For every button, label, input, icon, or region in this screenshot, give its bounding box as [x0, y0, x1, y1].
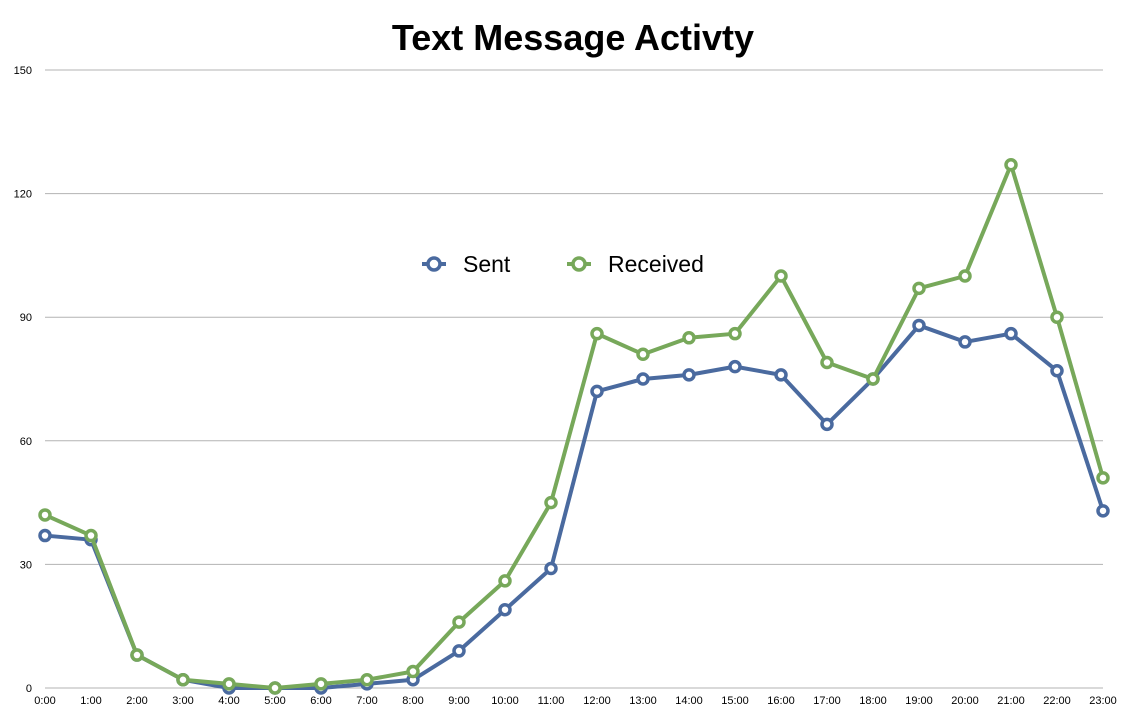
x-tick-label: 11:00: [538, 695, 565, 707]
x-tick-label: 8:00: [402, 695, 423, 707]
data-point-received: [130, 648, 144, 662]
data-point-sent: [636, 372, 650, 386]
x-tick-label: 17:00: [813, 695, 841, 707]
x-tick-label: 3:00: [172, 695, 193, 707]
x-tick-label: 9:00: [448, 695, 469, 707]
data-point-sent: [1004, 326, 1018, 341]
legend-marker-received: [571, 256, 587, 272]
data-point-received: [820, 355, 834, 370]
data-point-sent: [452, 644, 466, 658]
data-point-sent: [728, 359, 742, 374]
data-point-received: [636, 347, 650, 362]
y-tick-label: 90: [20, 312, 32, 324]
x-tick-label: 0:00: [34, 695, 55, 707]
data-point-sent: [498, 602, 512, 617]
series-line-sent: [43, 323, 1105, 690]
x-tick-label: 12:00: [583, 695, 611, 707]
x-tick-label: 4:00: [218, 695, 239, 707]
data-point-sent: [912, 318, 926, 333]
x-tick-label: 5:00: [264, 695, 285, 707]
data-point-received: [84, 528, 98, 543]
data-point-received: [176, 673, 190, 687]
data-point-received: [590, 326, 604, 341]
series-line-received: [43, 162, 1105, 690]
x-tick-label: 6:00: [310, 695, 331, 707]
y-tick-label: 60: [20, 436, 32, 448]
x-tick-label: 10:00: [491, 695, 519, 707]
y-tick-label: 0: [26, 683, 32, 695]
data-point-sent: [774, 368, 788, 382]
data-point-received: [406, 664, 420, 679]
legend: Sent Received: [422, 251, 704, 277]
data-point-sent: [544, 561, 558, 576]
series: [38, 158, 1110, 695]
data-point-received: [498, 574, 512, 588]
x-tick-label: 21:00: [997, 695, 1025, 707]
gridlines: [45, 69, 1103, 689]
data-point-sent: [958, 335, 972, 349]
y-tick-label: 120: [14, 189, 32, 201]
x-axis-ticks: 0:00 1:00 2:00 3:00 4:00 5:00 6:00 7:00 8:00 9:00…: [34, 695, 1116, 707]
x-tick-label: 19:00: [905, 695, 933, 707]
data-point-received: [1050, 310, 1064, 324]
x-tick-label: 20:00: [951, 695, 979, 707]
data-point-received: [682, 331, 696, 345]
series-sent: [38, 318, 1110, 695]
y-tick-label: 30: [20, 559, 32, 571]
data-point-sent: [38, 528, 52, 543]
x-tick-label: 22:00: [1043, 695, 1071, 707]
legend-label-received: Received: [608, 251, 704, 277]
data-point-received: [268, 681, 282, 695]
data-point-received: [222, 677, 236, 691]
legend-item-received: Received: [567, 251, 704, 277]
data-point-received: [314, 677, 328, 691]
legend-item-sent: Sent: [422, 251, 511, 277]
x-tick-label: 15:00: [721, 695, 749, 707]
data-point-received: [452, 615, 466, 629]
x-tick-label: 13:00: [629, 695, 657, 707]
y-axis-ticks: 0 30 60 90 120 150: [14, 65, 32, 695]
data-point-sent: [682, 368, 696, 382]
series-received: [38, 158, 1110, 695]
chart-title: Text Message Activty: [392, 17, 754, 58]
data-point-received: [544, 495, 558, 510]
data-point-received: [728, 326, 742, 341]
data-point-received: [1004, 158, 1018, 172]
data-point-sent: [590, 384, 604, 399]
x-tick-label: 7:00: [356, 695, 377, 707]
data-point-received: [958, 269, 972, 283]
y-tick-label: 150: [14, 65, 32, 77]
data-point-received: [912, 281, 926, 296]
data-point-received: [774, 269, 788, 283]
data-point-sent: [1096, 504, 1110, 518]
x-tick-label: 1:00: [80, 695, 101, 707]
data-point-sent: [1050, 364, 1064, 378]
x-tick-label: 23:00: [1089, 695, 1117, 707]
legend-marker-sent: [426, 256, 442, 272]
x-tick-label: 14:00: [675, 695, 703, 707]
data-point-received: [38, 508, 52, 522]
data-point-received: [866, 372, 880, 386]
x-tick-label: 18:00: [859, 695, 887, 707]
legend-label-sent: Sent: [463, 251, 511, 277]
data-point-received: [1096, 471, 1110, 485]
data-point-received: [360, 673, 374, 687]
x-tick-label: 2:00: [126, 695, 147, 707]
x-tick-label: 16:00: [767, 695, 795, 707]
data-point-sent: [820, 417, 834, 432]
